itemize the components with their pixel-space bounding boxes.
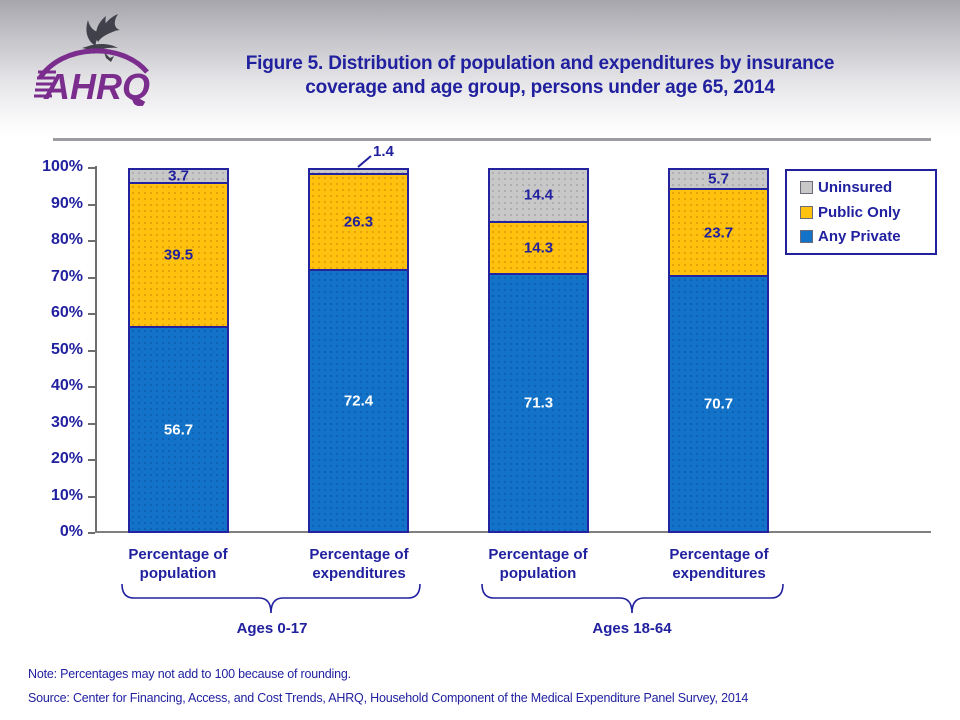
y-tick-mark	[88, 495, 95, 498]
segment-public-only: 39.5	[128, 181, 229, 327]
category-label-3: Percentage of population	[453, 545, 623, 583]
segment-uninsured: 3.7	[128, 167, 229, 185]
segment-public-only: 26.3	[308, 172, 409, 269]
category-label-line: population	[499, 565, 577, 582]
y-tick-label: 20%	[50, 450, 83, 467]
category-label-line: expenditures	[312, 565, 406, 582]
category-label-1: Percentage of population	[93, 545, 263, 583]
legend: Uninsured Public Only Any Private	[785, 169, 937, 255]
y-tick-label: 40%	[50, 377, 83, 394]
brace-ages-18-64	[481, 583, 784, 614]
segment-value-label: 5.7	[708, 170, 729, 188]
legend-item-uninsured: Uninsured	[800, 179, 935, 196]
legend-item-public-only: Public Only	[800, 204, 935, 221]
segment-any-private: 72.4	[308, 268, 409, 533]
y-tick-mark	[88, 532, 95, 534]
brace-ages-0-17	[121, 583, 421, 614]
y-tick-mark	[88, 349, 95, 352]
y-tick-mark	[88, 459, 95, 461]
y-tick-label: 50%	[50, 340, 83, 358]
segment-value-label: 56.7	[163, 421, 194, 439]
category-label-line: Percentage of	[128, 546, 228, 563]
legend-swatch-icon	[800, 205, 813, 219]
figure-title-line1: Figure 5. Distribution of population and…	[245, 53, 835, 74]
segment-public-only: 14.3	[488, 220, 589, 273]
callout-line	[357, 155, 372, 168]
y-tick-mark	[88, 203, 95, 206]
y-tick-label: 30%	[50, 413, 83, 431]
ahrq-logo-graphic: AHRQ	[34, 14, 150, 107]
y-tick-label: 70%	[50, 267, 83, 285]
segment-value-label: 72.4	[343, 392, 374, 410]
category-label-4: Percentage of expenditures	[634, 545, 804, 583]
y-tick-mark	[88, 422, 95, 425]
legend-label: Any Private	[818, 228, 901, 246]
y-tick-mark	[88, 240, 95, 242]
stacked-bar-2: 72.4 26.3	[308, 167, 409, 533]
segment-value-label: 23.7	[703, 224, 734, 242]
y-tick-mark	[88, 313, 95, 315]
segment-value-label: 14.4	[523, 186, 554, 204]
legend-label: Public Only	[818, 203, 901, 221]
header-banner: AHRQ Figure 5. Distribution of populatio…	[0, 0, 960, 136]
stacked-bar-3: 71.3 14.3 14.4	[488, 168, 589, 533]
category-label-2: Percentage of expenditures	[274, 545, 444, 583]
category-label-line: expenditures	[672, 565, 766, 582]
legend-swatch-icon	[800, 180, 813, 194]
legend-label: Uninsured	[818, 178, 893, 196]
category-label-line: population	[139, 565, 217, 582]
category-label-line: Percentage of	[669, 546, 769, 563]
y-tick-label: 90%	[50, 194, 83, 212]
group-label-ages-18-64: Ages 18-64	[592, 620, 672, 637]
y-tick-label: 60%	[50, 304, 83, 321]
segment-public-only: 23.7	[668, 188, 769, 275]
segment-value-label: 39.5	[163, 246, 194, 264]
note-text: Note: Percentages may not add to 100 bec…	[28, 667, 351, 681]
ahrq-logo: AHRQ	[34, 2, 154, 114]
category-label-line: Percentage of	[488, 546, 588, 563]
legend-item-any-private: Any Private	[800, 228, 935, 245]
ahrq-wordmark: AHRQ	[34, 48, 150, 107]
y-tick-label: 0%	[59, 523, 83, 540]
segment-uninsured: 14.4	[488, 168, 589, 221]
source-text: Source: Center for Financing, Access, an…	[28, 691, 749, 705]
segment-value-label: 3.7	[168, 167, 189, 185]
header-divider	[53, 138, 931, 141]
y-tick-mark	[88, 276, 95, 279]
y-tick-mark	[88, 167, 95, 169]
segment-value-label: 70.7	[703, 395, 734, 413]
segment-uninsured: 5.7	[668, 167, 769, 189]
segment-any-private: 56.7	[128, 326, 229, 533]
segment-uninsured	[308, 167, 409, 173]
y-tick-label: 100%	[42, 158, 83, 175]
segment-value-label: 26.3	[343, 213, 374, 231]
ahrq-logo-text: AHRQ	[43, 66, 150, 107]
y-tick-label: 80%	[50, 231, 83, 248]
segment-value-label: 14.3	[523, 239, 554, 257]
group-label-ages-0-17: Ages 0-17	[236, 620, 308, 637]
figure-title-line2: coverage and age group, persons under ag…	[305, 77, 775, 98]
segment-any-private: 70.7	[668, 274, 769, 533]
y-tick-label: 10%	[50, 486, 83, 504]
y-axis-line	[95, 166, 97, 533]
legend-swatch-icon	[800, 230, 813, 244]
stacked-bar-1: 56.7 39.5 3.7	[128, 168, 229, 533]
category-label-line: Percentage of	[309, 546, 409, 563]
y-tick-mark	[88, 386, 95, 388]
callout-value-label: 1.4	[373, 143, 394, 160]
segment-any-private: 71.3	[488, 272, 589, 533]
stacked-bar-4: 70.7 23.7 5.7	[668, 167, 769, 533]
figure-title: Figure 5. Distribution of population and…	[150, 52, 930, 100]
segment-value-label: 71.3	[523, 394, 554, 412]
